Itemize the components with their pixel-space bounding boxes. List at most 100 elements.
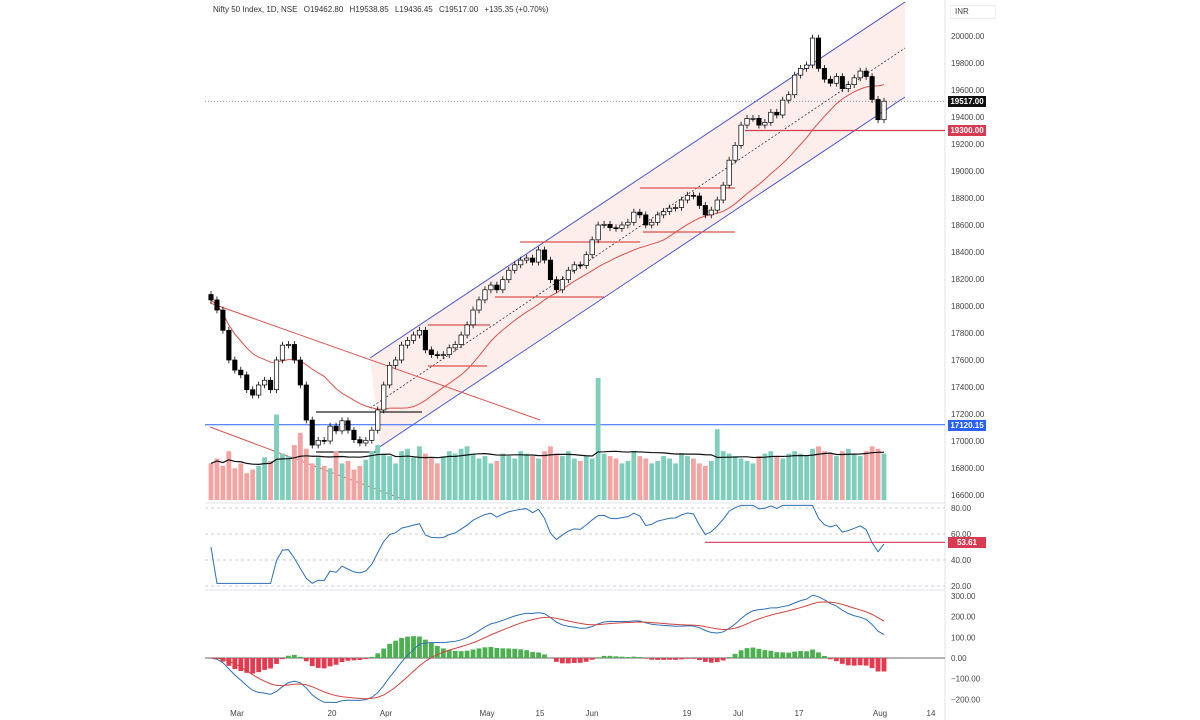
- currency-button[interactable]: INR: [950, 5, 996, 19]
- candle: [500, 276, 506, 294]
- date-tick-label: 14: [927, 709, 936, 718]
- candle: [804, 61, 810, 72]
- candle-body: [327, 425, 333, 442]
- macd-histogram-bar: [595, 657, 601, 658]
- candle-body: [422, 329, 428, 351]
- volume-bar: [804, 456, 809, 500]
- macd-histogram-bar: [405, 636, 410, 658]
- volume-bar: [869, 446, 875, 500]
- candle-body: [798, 68, 804, 76]
- volume-bar: [714, 429, 720, 500]
- candle-body: [678, 199, 685, 208]
- candle: [208, 291, 214, 304]
- candle-body: [774, 111, 780, 116]
- volume-bar: [417, 446, 422, 500]
- macd-histogram-bar: [679, 658, 684, 660]
- candle-body: [857, 70, 863, 79]
- symbol-name: Nifty 50 Index, 1D, NSE: [213, 5, 298, 14]
- candle: [756, 114, 762, 129]
- candle-body: [518, 259, 524, 266]
- price-tick-label: 18200.00: [951, 275, 985, 284]
- candle: [470, 306, 476, 329]
- price-tick-label: 18000.00: [951, 302, 985, 311]
- candle-body: [881, 100, 887, 121]
- macd-histogram-bar: [702, 658, 708, 662]
- volume-bar: [303, 448, 309, 500]
- candle-body: [845, 84, 851, 89]
- date-tick-label: 19: [683, 709, 692, 718]
- macd-histogram-bar: [452, 650, 458, 658]
- volume-bar: [554, 453, 559, 500]
- candle: [303, 381, 309, 424]
- volume-bar: [250, 469, 256, 500]
- macd-histogram-bar: [500, 648, 506, 658]
- macd-histogram-bar: [351, 658, 357, 661]
- macd-histogram-bar: [816, 652, 821, 658]
- candle: [226, 326, 232, 364]
- price-tick-label: 17800.00: [951, 329, 985, 338]
- candle-body: [369, 429, 375, 441]
- candle-body: [506, 269, 512, 281]
- macd-histogram-bar: [250, 658, 256, 674]
- candle: [369, 426, 375, 444]
- date-tick-label: 20: [328, 709, 337, 718]
- candle-body: [291, 344, 297, 361]
- macd-histogram-bar: [327, 658, 333, 667]
- volume-bar: [625, 460, 631, 500]
- macd-histogram-bar: [637, 657, 643, 658]
- volume-bar: [363, 459, 369, 500]
- candle: [536, 246, 542, 266]
- candle-body: [256, 384, 262, 396]
- volume-bar: [839, 451, 845, 500]
- candle-body: [232, 359, 238, 371]
- candle-body: [714, 199, 720, 211]
- candle-body: [297, 359, 303, 386]
- macd-histogram-bar: [446, 649, 452, 658]
- candle: [279, 341, 286, 364]
- candle-body: [637, 211, 643, 216]
- candle: [780, 96, 786, 119]
- volume-bar: [274, 414, 279, 500]
- volume-bar: [226, 451, 232, 500]
- candle: [297, 356, 303, 389]
- volume-bar: [792, 451, 798, 500]
- candle-body: [565, 269, 571, 281]
- candle-body: [238, 369, 244, 376]
- candle: [262, 376, 268, 389]
- candle: [649, 218, 655, 229]
- candle: [595, 221, 601, 244]
- macd-histogram-bar: [315, 658, 321, 668]
- macd-histogram-bar: [476, 648, 482, 658]
- volume-bar: [446, 451, 452, 500]
- volume-bar: [863, 451, 869, 500]
- candle: [273, 356, 280, 394]
- macd-histogram-bar: [750, 647, 756, 658]
- volume-bar: [488, 463, 494, 500]
- candle-body: [744, 117, 750, 126]
- candle: [488, 281, 494, 294]
- macd-histogram-bar: [827, 658, 833, 660]
- macd-histogram-bar: [559, 658, 565, 664]
- candle-body: [702, 205, 708, 216]
- candle-body: [399, 344, 405, 361]
- volume-bar: [762, 453, 768, 500]
- macd-histogram-bar: [571, 658, 577, 663]
- volume-bar: [696, 463, 702, 500]
- candle: [655, 211, 661, 226]
- candle-body: [595, 224, 601, 241]
- candle: [428, 346, 434, 358]
- macd-tick-label: 300.00: [951, 592, 976, 601]
- candle-body: [512, 264, 518, 271]
- candle-body: [577, 264, 583, 267]
- candle: [327, 422, 333, 445]
- volume-bar: [577, 460, 583, 500]
- macd-histogram-bar: [625, 657, 631, 658]
- macd-histogram-bar: [762, 650, 768, 658]
- candle-body: [244, 374, 250, 391]
- candle: [625, 218, 631, 229]
- volume-bar: [214, 458, 220, 500]
- candle-body: [494, 284, 500, 291]
- volume-bar: [434, 463, 440, 500]
- candle: [845, 81, 851, 93]
